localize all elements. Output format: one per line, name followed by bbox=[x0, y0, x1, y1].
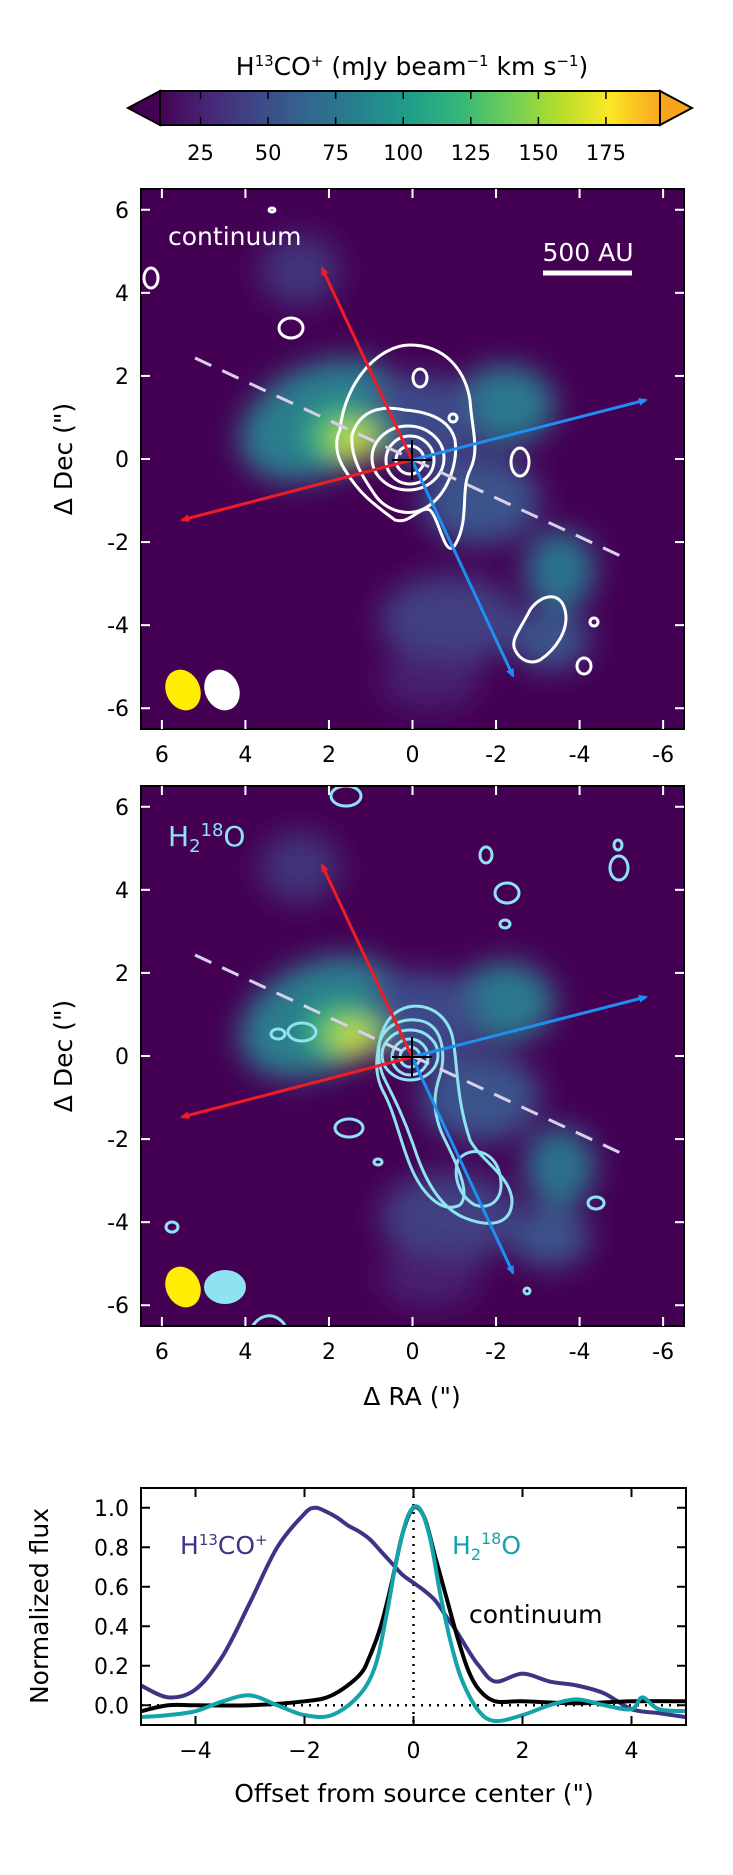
profile-plot: −4 −2 0 2 4 0.0 0.2 0.4 0.6 0.8 1.0 H13CO+ H218O c… bbox=[25, 1487, 687, 1808]
x-tick-label: 4 bbox=[238, 743, 252, 768]
x-tick-label: 2 bbox=[322, 1340, 336, 1365]
colorbar-max-extend bbox=[659, 89, 695, 127]
red-outflow-arrow-2 bbox=[180, 458, 413, 523]
series-line-2 bbox=[140, 1504, 687, 1724]
profile-label-h2o: H218O bbox=[452, 1529, 521, 1564]
x-tick-label: 2 bbox=[322, 743, 336, 768]
colorbar-title: H13CO+ (mJy beam−1 km s−1) bbox=[236, 52, 588, 81]
colorbar-min-extend bbox=[125, 89, 161, 127]
x-tick-label: 2 bbox=[516, 1739, 530, 1764]
scale-bar-label: 500 AU bbox=[542, 238, 633, 267]
colorbar-ticks: 25 50 75 100 125 150 175 bbox=[187, 91, 626, 165]
red-outflow-arrow bbox=[320, 266, 414, 461]
profile-background bbox=[141, 1488, 686, 1725]
blue-outflow-arrow bbox=[411, 397, 648, 462]
y-tick-label: -2 bbox=[107, 1128, 129, 1153]
beam-h2o bbox=[204, 1270, 246, 1304]
y-tick-label: -4 bbox=[107, 614, 129, 639]
beam-h13co bbox=[165, 1266, 201, 1308]
colorbar-tick-label: 75 bbox=[322, 141, 349, 165]
red-outflow-arrow-2 bbox=[180, 1055, 413, 1120]
map-ticks-2: 6 4 2 0 -2 -4 -6 6 4 2 0 -2 -4 -6 bbox=[107, 786, 684, 1365]
y-tick-label: 0.8 bbox=[94, 1536, 129, 1561]
colorbar-frame bbox=[159, 90, 661, 126]
h2o-contours bbox=[164, 786, 630, 1326]
profile-label-continuum: continuum bbox=[469, 1600, 603, 1629]
h13co-emission bbox=[239, 235, 595, 710]
x-tick-label: −4 bbox=[179, 1739, 211, 1764]
beam-continuum bbox=[204, 669, 240, 711]
x-tick-label: 6 bbox=[155, 1340, 169, 1365]
x-tick-label: -4 bbox=[569, 1340, 591, 1365]
x-tick-label: 4 bbox=[625, 1739, 639, 1764]
ylabel-dec-1: Δ Dec (") bbox=[49, 403, 78, 515]
x-tick-label: 4 bbox=[238, 1340, 252, 1365]
x-tick-label: 0 bbox=[406, 743, 420, 768]
major-axis-dashed-line bbox=[194, 356, 626, 560]
x-tick-label: -4 bbox=[569, 743, 591, 768]
map-ticks-1: 6 4 2 0 -2 -4 -6 6 4 2 0 -2 -4 -6 bbox=[107, 189, 684, 768]
colorbar-tick-label: 175 bbox=[586, 141, 626, 165]
xlabel-ra: Δ RA (") bbox=[363, 1382, 460, 1411]
y-tick-label: 0.6 bbox=[94, 1576, 129, 1601]
colorbar-tick-label: 125 bbox=[451, 141, 491, 165]
x-tick-label: -6 bbox=[652, 743, 674, 768]
y-tick-label: 4 bbox=[115, 282, 129, 307]
x-tick-label: -2 bbox=[485, 743, 507, 768]
y-tick-label: 2 bbox=[115, 962, 129, 987]
y-tick-label: 0.4 bbox=[94, 1615, 129, 1640]
red-outflow-arrow bbox=[320, 863, 414, 1058]
x-tick-label: -2 bbox=[485, 1340, 507, 1365]
y-tick-label: 6 bbox=[115, 796, 129, 821]
blue-outflow-arrow-2 bbox=[410, 1056, 515, 1275]
x-tick-label: −2 bbox=[288, 1739, 320, 1764]
beam-h13co bbox=[165, 669, 201, 711]
ylabel-dec-2: Δ Dec (") bbox=[49, 1000, 78, 1112]
colorbar-tick-label: 25 bbox=[187, 141, 214, 165]
y-tick-label: -6 bbox=[107, 697, 129, 722]
y-tick-label: 4 bbox=[115, 879, 129, 904]
continuum-contours bbox=[142, 206, 600, 676]
y-tick-label: 1.0 bbox=[94, 1497, 129, 1522]
x-tick-label: -6 bbox=[652, 1340, 674, 1365]
x-tick-label: 0 bbox=[406, 1340, 420, 1365]
colorbar-tick-label: 100 bbox=[383, 141, 423, 165]
x-tick-label: 0 bbox=[407, 1739, 421, 1764]
x-tick-label: 6 bbox=[155, 743, 169, 768]
blue-outflow-arrow bbox=[411, 994, 648, 1059]
y-tick-label: 2 bbox=[115, 365, 129, 390]
panel-label-continuum: continuum bbox=[168, 222, 302, 251]
profile-ylabel: Normalized flux bbox=[25, 1508, 54, 1704]
blue-outflow-arrow-2 bbox=[410, 459, 515, 678]
y-tick-label: 0.2 bbox=[94, 1655, 129, 1680]
colorbar-tick-label: 50 bbox=[255, 141, 282, 165]
profile-label-h13co: H13CO+ bbox=[180, 1531, 268, 1560]
y-tick-label: 6 bbox=[115, 199, 129, 224]
map-panel-h2o: H218O Δ Dec (") Δ RA (") 6 4 2 0 -2 -4 -6 6 4 2 0 -… bbox=[49, 785, 685, 1411]
y-tick-label: 0 bbox=[115, 448, 129, 473]
profile-ticks: −4 −2 0 2 4 0.0 0.2 0.4 0.6 0.8 1.0 bbox=[94, 1488, 686, 1764]
y-tick-label: 0.0 bbox=[94, 1694, 129, 1719]
colorbar: H13CO+ (mJy beam−1 km s−1) 25 50 75 100 125 1… bbox=[125, 52, 695, 165]
y-tick-label: -2 bbox=[107, 531, 129, 556]
y-tick-label: 0 bbox=[115, 1045, 129, 1070]
colorbar-body bbox=[160, 91, 660, 125]
profile-lines bbox=[140, 1488, 687, 1725]
y-tick-label: -6 bbox=[107, 1294, 129, 1319]
panel-label-h2o: H218O bbox=[168, 820, 245, 857]
series-line-0 bbox=[140, 1505, 687, 1720]
colorbar-tick-label: 150 bbox=[518, 141, 558, 165]
y-tick-label: -4 bbox=[107, 1211, 129, 1236]
map-panel-continuum: continuum 500 AU Δ Dec (") 6 4 2 0 -2 -4 -6 6 4 2… bbox=[49, 188, 685, 768]
profile-xlabel: Offset from source center (") bbox=[234, 1779, 594, 1808]
major-axis-dashed-line bbox=[194, 953, 626, 1157]
